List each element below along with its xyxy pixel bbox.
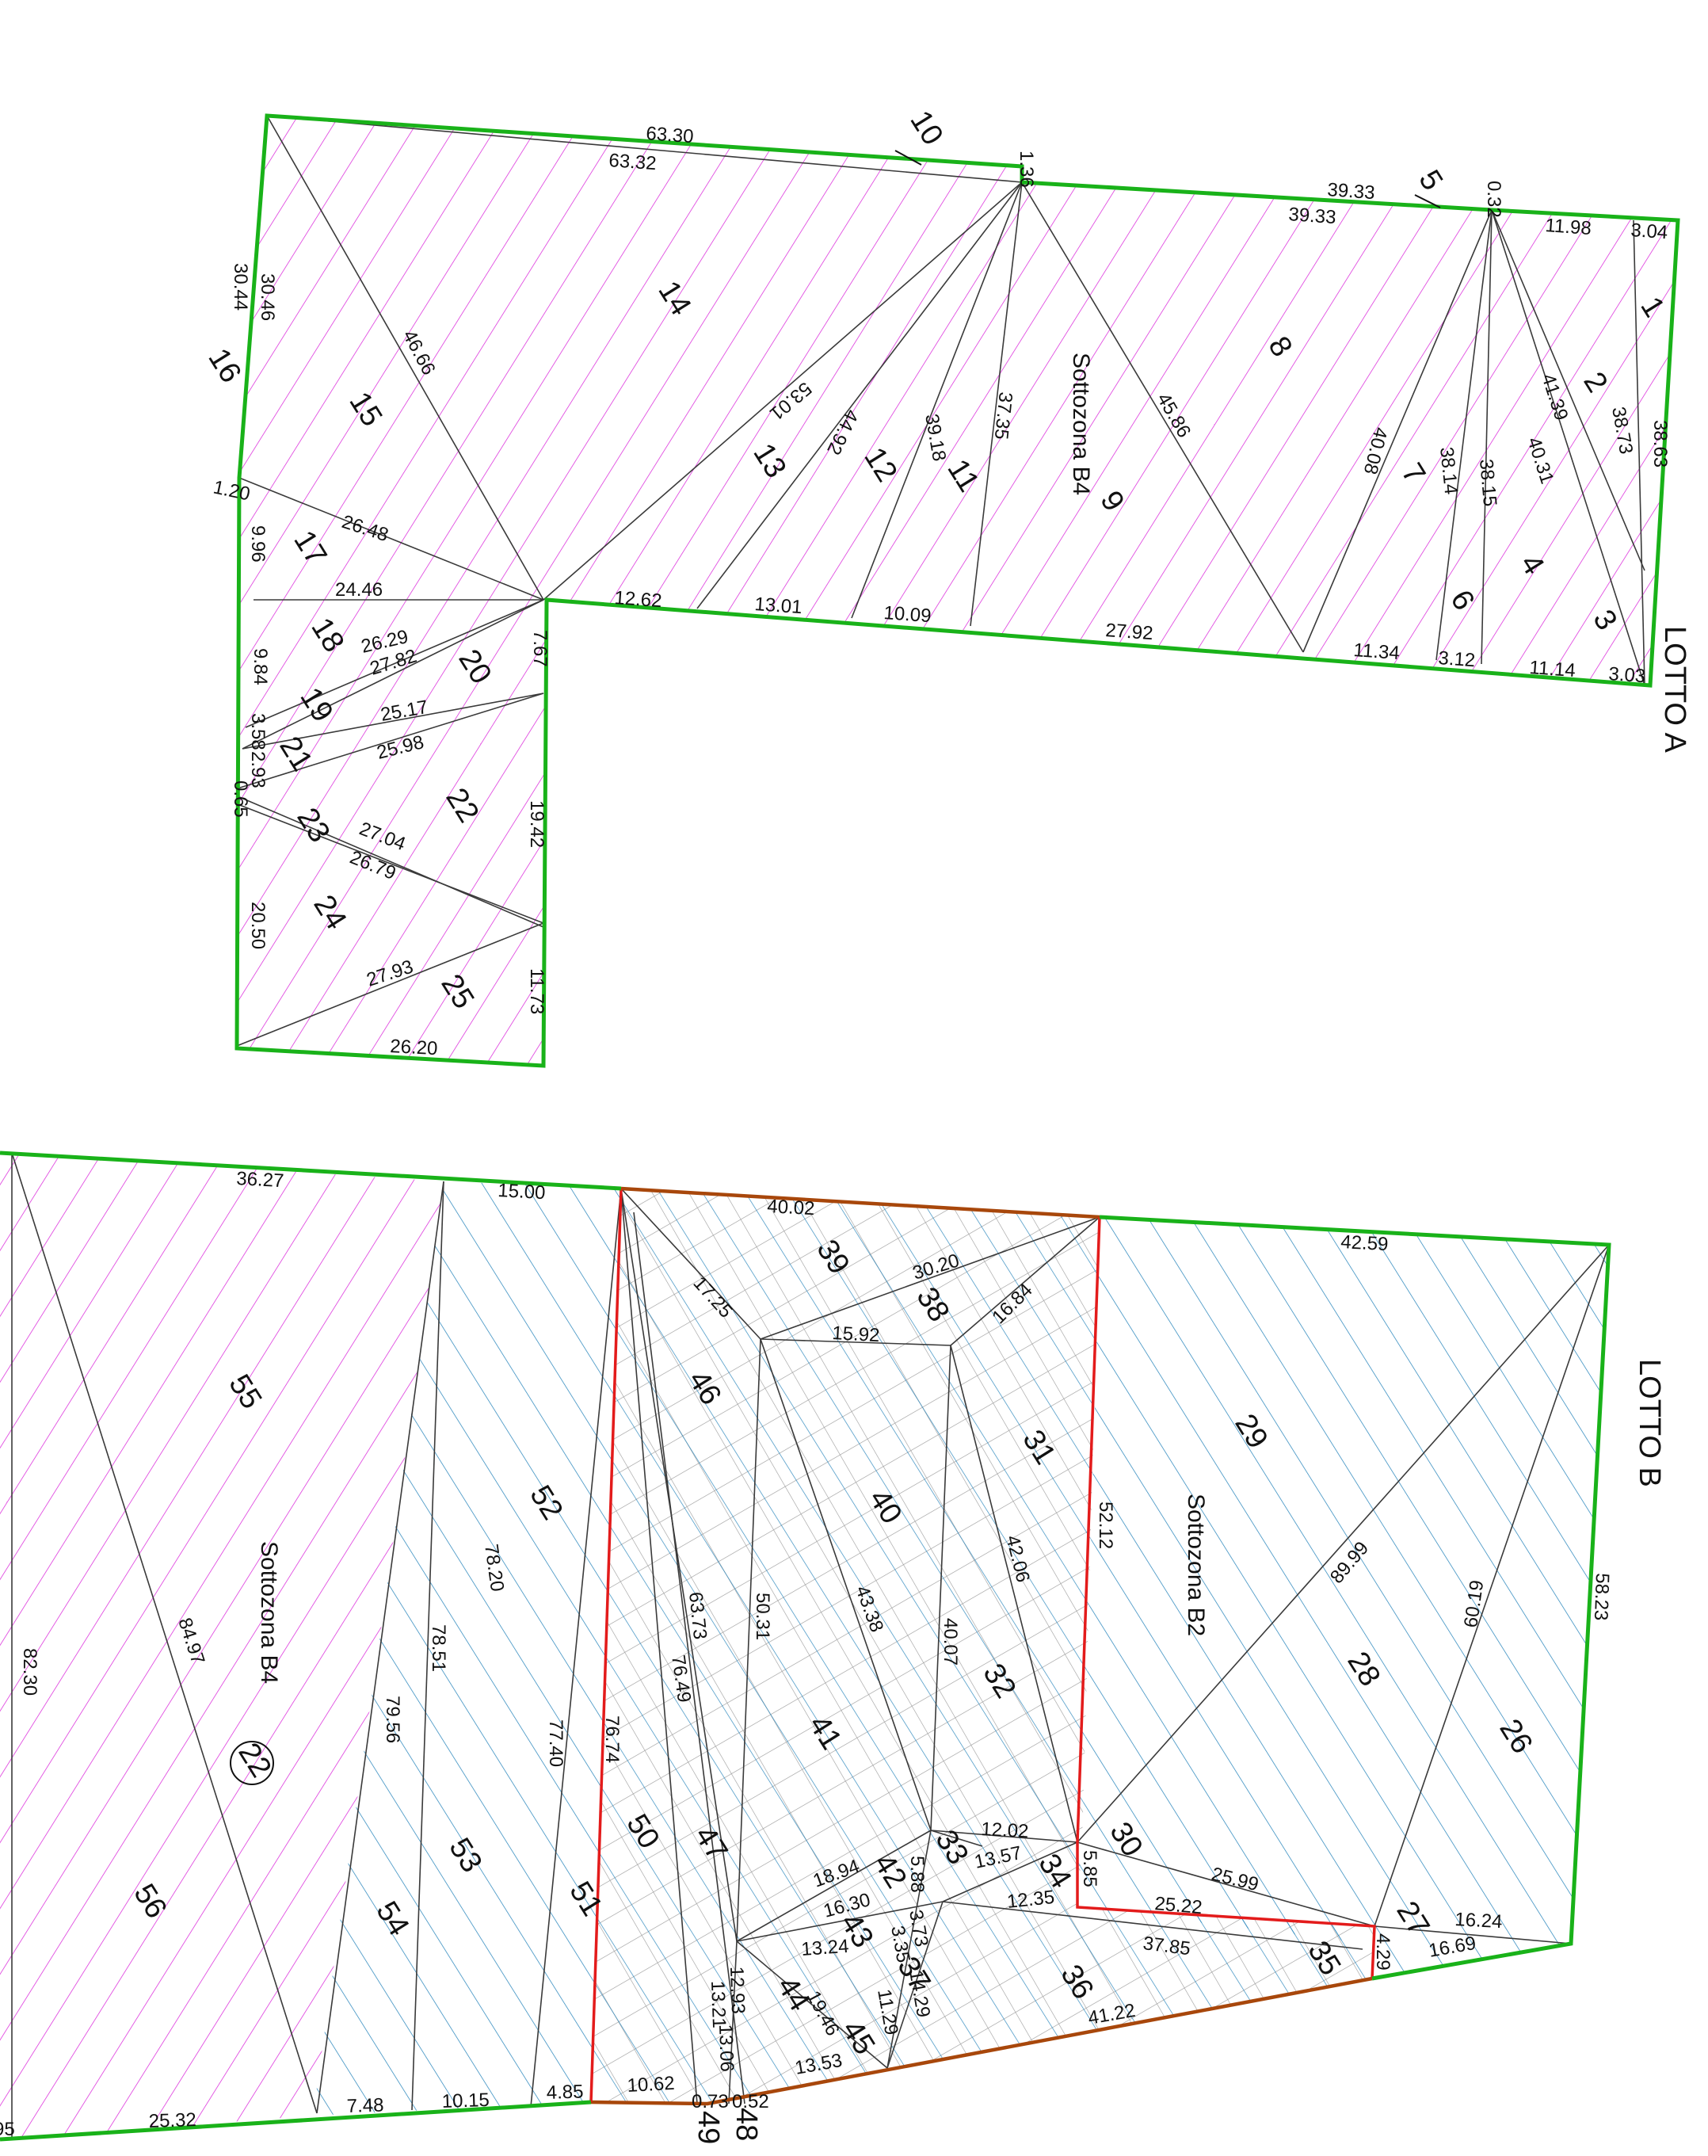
measure-label: 10.62	[627, 2073, 675, 2097]
parcel-number: 10	[903, 105, 949, 151]
measure-label: 2.93	[247, 751, 269, 788]
measure-label: 0.52	[732, 2091, 769, 2112]
measure-label: 11.14	[1529, 657, 1576, 681]
measure-label: 78.51	[428, 1624, 449, 1672]
measure-label: 3.12	[1438, 647, 1476, 671]
parcel-number: 48	[730, 2108, 763, 2141]
measure-label: 12.62	[614, 587, 663, 612]
measure-label: 39.33	[1288, 204, 1337, 228]
lotto-b-green-right	[1099, 1215, 1611, 1981]
measure-label: 0.65	[230, 780, 251, 818]
measure-label: 38.15	[1475, 458, 1500, 507]
measure-label: 5.88	[906, 1856, 928, 1893]
measure-label: 13.01	[754, 593, 803, 618]
parcel-number: 16	[201, 343, 247, 389]
measure-label: 16.24	[1454, 1909, 1503, 1933]
measure-label: 52.12	[1095, 1502, 1116, 1549]
parcel-number: 49	[692, 2111, 725, 2144]
measure-label: 7.67	[529, 630, 551, 667]
measure-label: 9.96	[247, 525, 269, 563]
measure-label: 26.20	[390, 1036, 438, 1059]
lotto-b-zone-b2: Sottozona B2	[1183, 1494, 1209, 1636]
lotto-a-boundary	[234, 113, 1680, 1068]
measure-label: 25.32	[148, 2109, 196, 2132]
measure-label: 50.31	[752, 1593, 773, 1640]
lotto-b-bottom-brown-edge	[590, 1976, 1373, 2106]
measure-label: 38.63	[1649, 420, 1671, 467]
measure-label: 11.98	[1545, 215, 1592, 239]
lotto-b-title: LOTTO B	[1633, 1359, 1666, 1487]
measure-label: 19.42	[526, 800, 547, 848]
measure-label: 1.36	[1016, 151, 1037, 188]
measure-label: 4.85	[546, 2081, 584, 2104]
measure-label: 63.32	[608, 150, 658, 174]
measure-label: 5.85	[1079, 1850, 1100, 1887]
measure-label: 79.56	[382, 1696, 403, 1743]
measure-label: 76.74	[601, 1715, 623, 1763]
measure-label: 39.33	[1327, 179, 1376, 204]
lotto-b-triangulation	[11, 1152, 1610, 2139]
lotto-b-bottom-green	[0, 2100, 592, 2142]
lotto-a-zone: Sottozona B4	[1068, 353, 1094, 495]
measure-label: 13.06	[715, 2024, 738, 2072]
measure-label: 12.02	[981, 1818, 1029, 1842]
measure-label: 37.35	[990, 391, 1016, 441]
lotto-b-red-right	[1076, 1216, 1376, 1979]
measure-label: 4.29	[1372, 1933, 1393, 1971]
measure-label: 11.73	[526, 968, 547, 1014]
measure-label: 77.40	[545, 1719, 566, 1767]
measure-label: 38.14	[1435, 446, 1462, 496]
measure-label: 9.84	[250, 648, 271, 685]
measure-label: 36.27	[236, 1168, 284, 1192]
measure-label: 82.30	[19, 1648, 40, 1696]
lotto-b-zone-b4: Sottozona B4	[256, 1541, 282, 1684]
measure-label: 27.92	[1105, 620, 1154, 644]
lotto-b-red-left	[589, 1188, 623, 2103]
measure-label: 15.00	[498, 1180, 546, 1204]
measure-label: 40.07	[940, 1618, 961, 1666]
measure-label: 40.02	[767, 1196, 815, 1219]
lotto-b-top-brown-edge	[620, 1186, 1100, 1219]
measure-label: 30.44	[230, 263, 251, 311]
measure-label: 24.46	[335, 579, 383, 601]
measure-label: 15.92	[832, 1322, 880, 1346]
measure-label: 10.15	[441, 2089, 490, 2112]
measure-label: 12.93	[726, 1966, 749, 2014]
measure-label: 3.04	[1630, 219, 1668, 243]
measure-label: 11.34	[1353, 639, 1401, 664]
measure-label: 63.73	[684, 1591, 711, 1641]
measure-label: 12.35	[1006, 1887, 1056, 1913]
measure-label: 0.32	[1483, 181, 1504, 218]
measure-label: 10.09	[883, 602, 932, 627]
circled-marker	[230, 1741, 274, 1785]
measure-label: 63.30	[646, 123, 695, 147]
measure-label: 7.48	[346, 2094, 384, 2117]
lotto-a-title: LOTTO A	[1658, 626, 1691, 753]
lotto-b	[0, 1151, 1611, 2142]
measure-label: 13.24	[801, 1936, 850, 1960]
measure-label: 20.50	[247, 902, 269, 949]
measure-label: 25.22	[1153, 1893, 1203, 1918]
parcel-number: 5	[1412, 165, 1449, 197]
measure-label: 0.73	[692, 2091, 729, 2112]
measure-label: 3.58	[247, 713, 269, 750]
measure-label: 3.03	[1608, 663, 1646, 687]
measure-label: 58.23	[1590, 1573, 1613, 1621]
lotto-a-triangulation	[236, 115, 1679, 1047]
measure-label: 42.59	[1340, 1231, 1389, 1255]
measure-label: 30.46	[257, 273, 278, 321]
measure-label: 95	[0, 2119, 15, 2140]
lotto-b-top-green-left	[0, 1151, 622, 1191]
measure-label: 13.21	[707, 1980, 730, 2028]
